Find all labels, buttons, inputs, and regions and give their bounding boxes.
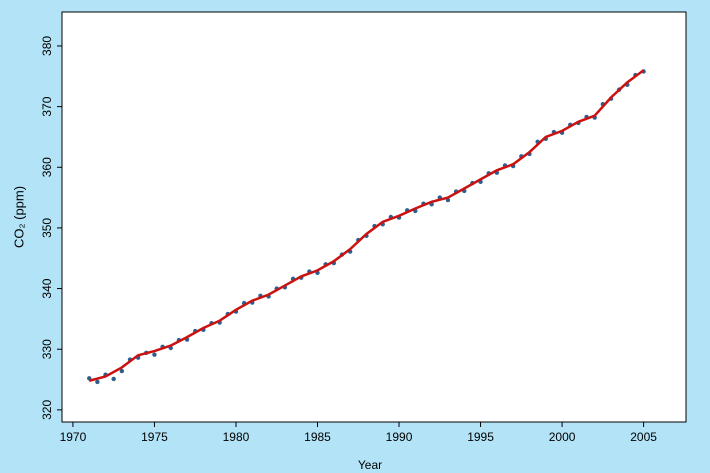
trend-line	[88, 69, 645, 382]
x-tick-label: 1995	[467, 430, 494, 444]
x-tick-label: 2005	[630, 430, 657, 444]
y-tick-label: 370	[40, 96, 54, 116]
x-axis-label: Year	[358, 458, 382, 472]
data-point	[152, 352, 157, 357]
y-tick-label: 320	[40, 400, 54, 420]
y-tick-label: 360	[40, 157, 54, 177]
x-tick-label: 1980	[223, 430, 250, 444]
y-tick-label: 380	[40, 36, 54, 56]
y-tick-label: 340	[40, 278, 54, 298]
data-point	[119, 368, 125, 374]
y-tick-label: 330	[40, 339, 54, 359]
data-point	[111, 376, 116, 382]
x-tick-label: 1975	[141, 430, 168, 444]
x-tick-label: 1990	[386, 430, 413, 444]
x-tick-label: 2000	[549, 430, 576, 444]
data-point	[95, 379, 100, 385]
y-tick-label: 350	[40, 218, 54, 238]
x-tick-label: 1970	[60, 430, 87, 444]
x-tick-label: 1985	[304, 430, 331, 444]
y-axis-label: CO₂ (ppm)	[11, 186, 26, 248]
plot-area	[61, 11, 687, 423]
